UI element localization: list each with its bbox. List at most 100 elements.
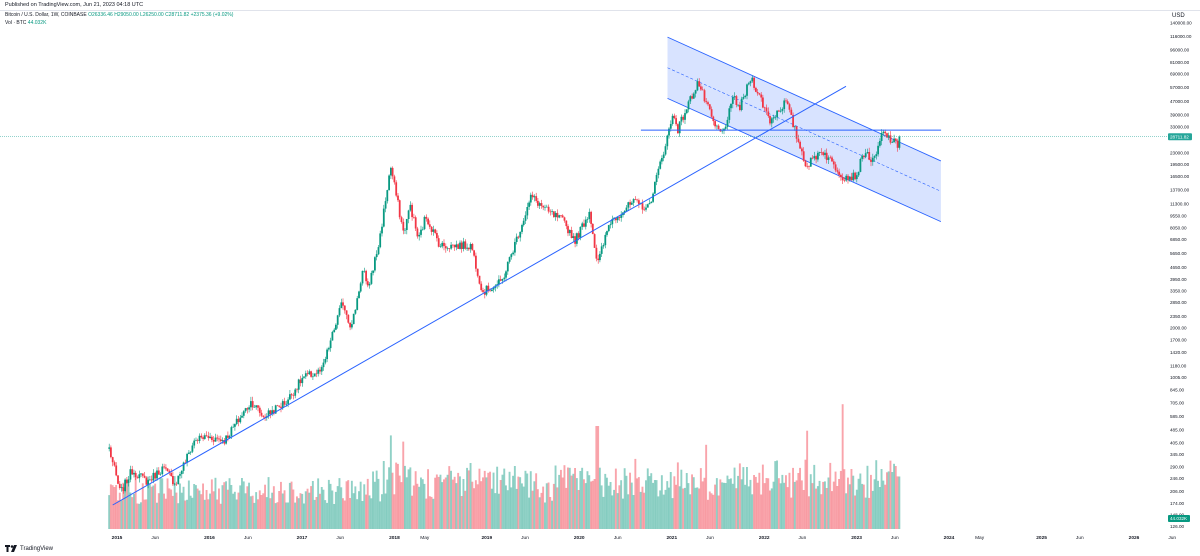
candle-body [677, 124, 679, 134]
candle-body [588, 211, 591, 219]
volume-bar [444, 477, 447, 529]
volume-bar [864, 497, 867, 529]
volume-bar [462, 479, 465, 529]
candle-body [312, 376, 314, 378]
candle-body [641, 203, 644, 210]
candle-body [581, 223, 584, 227]
y-tick-label: 246.00 [1170, 476, 1184, 481]
candle-body [792, 114, 794, 128]
axis-price-labels: 28711.82 44.032K [0, 133, 1192, 522]
volume-bar [873, 479, 876, 529]
volume-bar [133, 493, 135, 529]
volume-bar [184, 500, 187, 529]
volume-bar [584, 483, 587, 529]
volume-bar [684, 487, 686, 529]
y-tick-label: 1005.00 [1170, 375, 1187, 380]
candle-body [262, 415, 265, 417]
candle-body [304, 373, 307, 377]
footer-brand[interactable]: TradingView [5, 545, 53, 552]
candle-body [528, 202, 530, 207]
volume-bar [244, 493, 247, 529]
candle-body [437, 238, 440, 247]
volume-bar [196, 488, 199, 529]
volume-bar [492, 472, 495, 529]
drawing-lines[interactable] [112, 85, 942, 506]
volume-bar [845, 493, 848, 529]
candle-body [537, 200, 539, 206]
volume-bar [730, 478, 732, 529]
candle-body [195, 440, 197, 441]
volume-bar [304, 491, 307, 529]
volume-bar [646, 468, 649, 529]
x-tick-label: 2016 [204, 535, 215, 541]
candle-body [209, 436, 211, 438]
candle-body [554, 212, 557, 217]
volume-bar [365, 494, 367, 529]
candle-body [460, 242, 463, 249]
candle-body [602, 245, 605, 247]
volume-bar [659, 490, 662, 529]
y-tick-label: 2000.00 [1170, 326, 1187, 331]
volume-bar [868, 497, 871, 529]
volume-bar [515, 488, 518, 529]
volume-bar [377, 478, 380, 529]
candle-body [673, 115, 676, 119]
time-axis[interactable]: 2015 Jun 2016 Jun 2017 Jun 2018 May 2019 Jun 2020 J… [112, 535, 1177, 541]
volume-bar [352, 493, 355, 529]
candle-body [526, 207, 529, 216]
candle-body [462, 241, 465, 249]
candle-body [756, 92, 759, 94]
volume-bar [889, 460, 892, 529]
volume-bar [423, 483, 426, 529]
candle-body [779, 110, 782, 112]
candle-body [193, 440, 196, 446]
volume-bar [714, 484, 716, 529]
candle-body [769, 116, 771, 124]
candle-body [531, 194, 534, 198]
volume-bar [108, 495, 111, 529]
candle-body [425, 216, 428, 219]
candle-body [374, 257, 376, 271]
candle-body [606, 231, 608, 235]
tradingview-logo-icon [5, 545, 17, 552]
candle-body [115, 465, 118, 476]
candle-body [140, 473, 142, 475]
volume-bar [724, 483, 727, 529]
volume-bar [382, 461, 385, 529]
candle-body [889, 135, 892, 143]
x-tick-label: 2024 [944, 535, 955, 541]
volume-bar [696, 487, 699, 529]
volume-bar [731, 483, 734, 529]
y-tick-label: 96000.00 [1170, 48, 1190, 53]
legend-ohlc: O26336.46 H29050.00 L26250.00 C28711.82 … [88, 12, 234, 18]
candle-body [496, 284, 499, 286]
x-tick-label: Jun [891, 535, 899, 541]
candle-body [840, 174, 842, 178]
candle-body [483, 291, 486, 295]
x-tick-label: Jun [244, 535, 252, 541]
volume-bar [407, 469, 410, 529]
candle-body [817, 152, 819, 160]
volume-bar [650, 473, 653, 529]
candle-body [820, 152, 823, 153]
volume-bar [294, 502, 297, 529]
descending-channel[interactable] [667, 36, 942, 223]
price-axis[interactable]: 126.00148.00174.00206.00246.00290.00345.… [1170, 21, 1192, 529]
volume-bar [877, 480, 879, 529]
y-tick-label: 13700.00 [1170, 188, 1190, 193]
candle-body [340, 302, 343, 309]
candle-body [428, 224, 431, 227]
volume-bar [345, 481, 348, 529]
x-tick-label: May [975, 535, 985, 541]
volume-bar [703, 477, 706, 529]
y-tick-label: 6850.00 [1170, 237, 1187, 242]
currency-label[interactable]: USD [1172, 13, 1185, 19]
candle-body [287, 399, 289, 404]
volume-bar [143, 499, 146, 529]
candle-body [781, 109, 784, 111]
candle-body [260, 412, 263, 416]
candle-body [772, 117, 775, 119]
volume-bar [653, 480, 656, 529]
candle-body [643, 209, 646, 211]
